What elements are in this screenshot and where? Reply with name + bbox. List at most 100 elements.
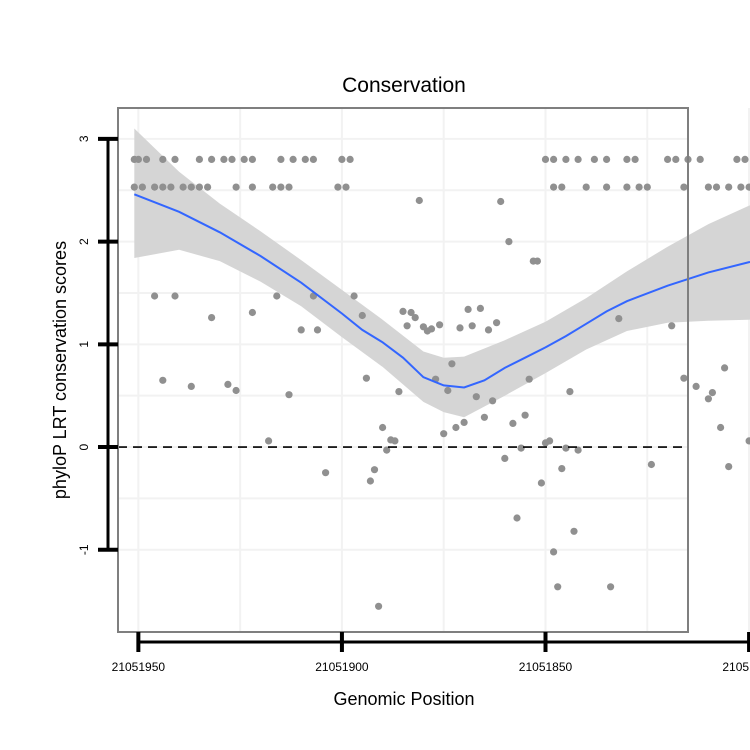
data-point	[737, 183, 745, 191]
data-point	[240, 155, 248, 163]
data-point	[338, 155, 346, 163]
confidence-band	[134, 128, 750, 418]
data-point	[370, 466, 379, 474]
data-point	[399, 307, 407, 315]
data-point	[664, 155, 672, 163]
data-point	[248, 308, 256, 317]
data-point	[460, 418, 468, 426]
data-point	[350, 292, 358, 300]
data-point	[631, 155, 639, 163]
data-point	[265, 437, 273, 445]
data-point	[745, 183, 750, 191]
data-point	[195, 155, 203, 163]
data-point	[582, 183, 590, 191]
data-point	[525, 375, 533, 383]
data-point	[456, 324, 464, 332]
data-point	[680, 183, 688, 191]
data-point	[741, 155, 749, 163]
data-point	[448, 360, 456, 368]
data-point	[501, 454, 509, 462]
data-point	[313, 326, 322, 334]
data-point	[195, 183, 203, 191]
x-tick-label: 21051850	[519, 660, 573, 674]
data-point	[745, 437, 750, 445]
data-point	[497, 197, 505, 206]
data-point	[692, 382, 700, 390]
data-point	[342, 183, 350, 191]
data-point	[248, 183, 256, 191]
data-point	[708, 389, 717, 397]
data-point	[159, 183, 167, 191]
data-point	[468, 322, 476, 330]
data-point	[159, 155, 167, 163]
y-tick-label: 3	[77, 135, 91, 142]
data-point	[615, 315, 623, 323]
data-point	[623, 155, 631, 163]
data-point	[725, 183, 733, 191]
data-point	[362, 374, 370, 382]
data-point	[680, 374, 688, 382]
data-point	[346, 155, 354, 163]
data-point	[590, 155, 599, 163]
data-point	[505, 238, 513, 246]
data-point	[415, 196, 423, 205]
data-point	[562, 155, 570, 163]
y-tick-label: 1	[77, 341, 91, 348]
data-point	[309, 155, 317, 163]
data-point	[464, 305, 472, 313]
data-point	[558, 465, 566, 473]
data-point	[142, 155, 151, 163]
plot-panel: 21051950 21051900 21051850 21051800 -1 0 1 2 3	[77, 107, 750, 674]
data-point	[550, 155, 558, 163]
y-tick-label: 0	[77, 443, 91, 450]
data-point	[228, 155, 236, 163]
data-point	[187, 382, 195, 390]
data-point	[513, 514, 521, 522]
data-point	[395, 388, 403, 396]
data-point	[383, 446, 391, 454]
data-point	[452, 423, 460, 432]
data-point	[358, 311, 366, 320]
x-tick-label: 21051900	[315, 660, 369, 674]
data-point	[440, 430, 448, 438]
data-point	[436, 321, 444, 329]
data-point	[733, 155, 741, 163]
data-point	[277, 183, 285, 191]
data-point	[603, 183, 611, 191]
data-point	[322, 469, 330, 477]
data-point	[554, 583, 562, 591]
data-point	[151, 292, 159, 300]
data-point	[550, 183, 558, 191]
data-point	[273, 292, 281, 300]
data-point	[562, 444, 570, 452]
data-point	[493, 319, 501, 327]
data-point	[297, 326, 305, 334]
data-point	[138, 183, 146, 191]
data-point	[403, 322, 411, 330]
data-point	[301, 155, 309, 163]
data-point	[220, 155, 228, 163]
data-point	[427, 325, 436, 333]
data-point	[289, 155, 297, 163]
data-point	[159, 376, 167, 384]
data-point	[717, 423, 725, 432]
data-point	[248, 155, 256, 163]
y-tick-label: 2	[77, 238, 91, 245]
data-point	[704, 395, 713, 403]
data-point	[566, 388, 574, 396]
data-point	[444, 386, 452, 395]
data-point	[696, 155, 704, 163]
data-point	[269, 183, 277, 191]
data-point	[391, 437, 399, 445]
data-point	[643, 183, 651, 191]
data-point	[379, 423, 387, 432]
data-point	[484, 326, 493, 334]
data-point	[285, 183, 293, 191]
data-point	[704, 183, 713, 191]
data-point	[517, 444, 525, 452]
data-point	[232, 183, 240, 191]
data-point	[167, 183, 175, 191]
data-point	[607, 583, 615, 591]
data-point	[334, 183, 342, 191]
data-point	[603, 155, 611, 163]
